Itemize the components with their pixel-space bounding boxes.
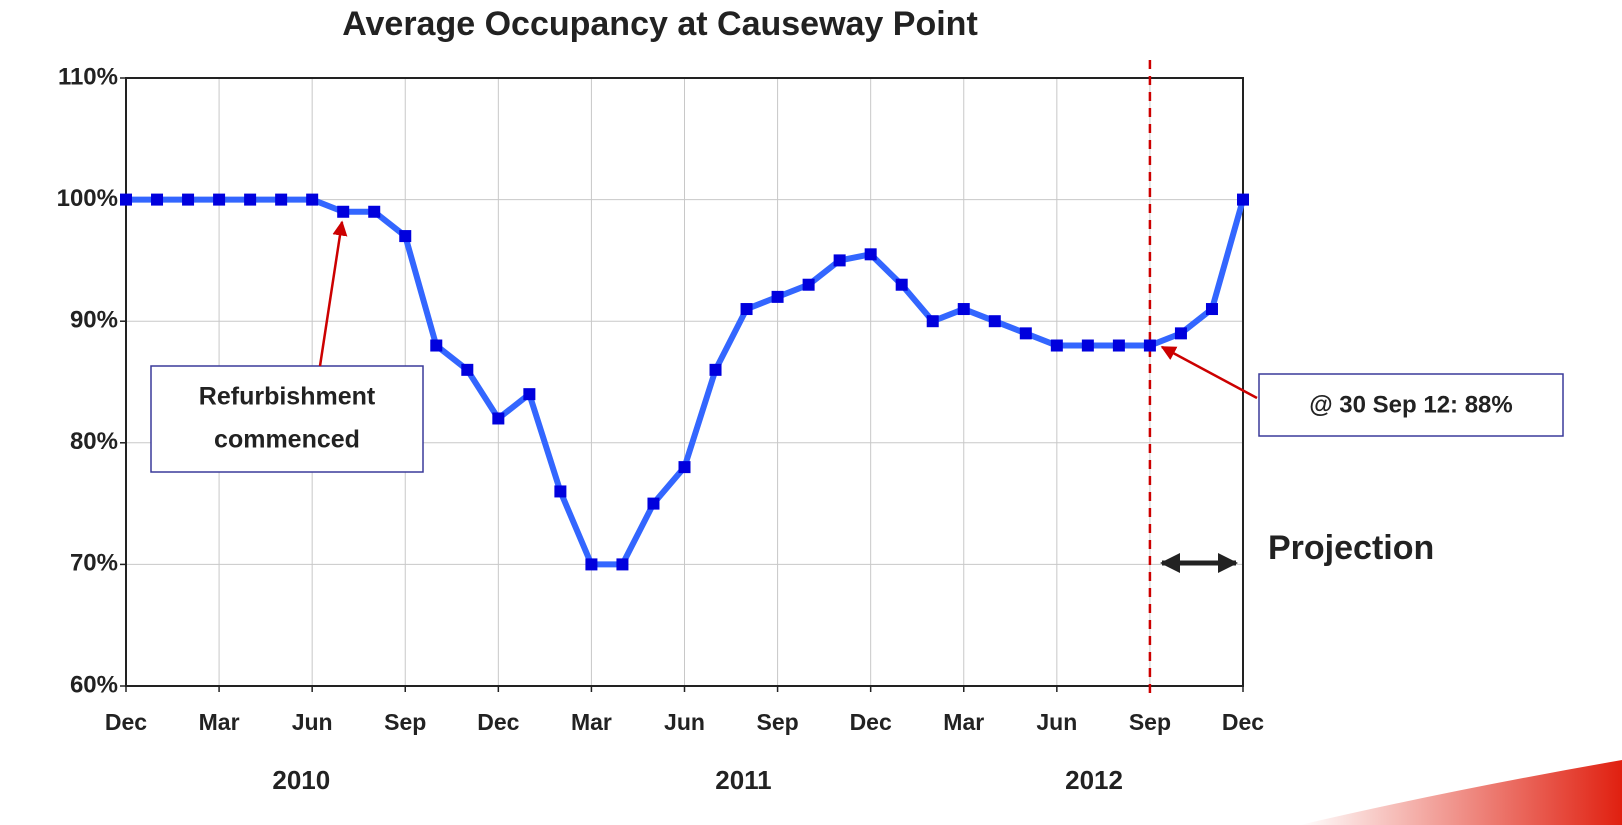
data-point [1050, 339, 1063, 352]
data-point [554, 485, 567, 498]
x-tick-label: Sep [1129, 709, 1171, 735]
annotation-box [150, 365, 424, 473]
data-point [1019, 327, 1032, 340]
x-tick-label: Mar [571, 709, 612, 735]
x-tick-label: Mar [199, 709, 240, 735]
data-point [1174, 327, 1187, 340]
x-tick-label: Dec [477, 709, 519, 735]
data-point [461, 363, 474, 376]
data-point [337, 205, 350, 218]
x-tick-label: Dec [850, 709, 892, 735]
x-tick-label: Sep [756, 709, 798, 735]
year-label: 2010 [272, 765, 330, 795]
projection-label: Projection [1268, 529, 1434, 567]
data-point [771, 290, 784, 303]
x-tick-label: Mar [943, 709, 984, 735]
data-point [182, 193, 195, 206]
annotation-arrow [318, 220, 348, 367]
year-label: 2011 [715, 765, 771, 795]
decoration [1300, 760, 1622, 825]
year-label: 2012 [1065, 765, 1123, 795]
y-tick-label: 100% [57, 185, 118, 212]
plot-frame [125, 77, 1244, 687]
data-point [1081, 339, 1094, 352]
annotation-text: @ 30 Sep 12: 88% [1309, 391, 1513, 418]
data-point [709, 363, 722, 376]
data-point [957, 303, 970, 316]
y-tick-label: 110% [58, 63, 118, 90]
chart-title: Average Occupancy at Causeway Point [342, 5, 978, 43]
data-point [368, 205, 381, 218]
annotation-text: commenced [214, 426, 360, 454]
annotation-arrow [1160, 345, 1258, 400]
data-point [895, 278, 908, 291]
data-point [306, 193, 319, 206]
y-tick-label: 80% [70, 428, 118, 455]
data-point [926, 315, 939, 328]
data-point [988, 315, 1001, 328]
data-point [1143, 339, 1156, 352]
annotation-box [1258, 373, 1564, 437]
data-point [678, 461, 691, 474]
y-tick-label: 70% [70, 550, 118, 577]
data-point [120, 193, 132, 206]
data-point [523, 388, 536, 401]
data-point [1205, 303, 1218, 316]
x-tick-label: Dec [1222, 709, 1264, 735]
data-point [213, 193, 226, 206]
x-tick-label: Dec [105, 709, 147, 735]
data-point [585, 558, 598, 571]
data-point [244, 193, 257, 206]
data-point [802, 278, 815, 291]
data-point [1112, 339, 1125, 352]
data-point [833, 254, 846, 267]
data-point [864, 248, 877, 261]
data-point [740, 303, 753, 316]
data-point [647, 497, 660, 510]
data-point [492, 412, 505, 425]
x-tick-label: Sep [384, 709, 426, 735]
data-point [399, 230, 412, 243]
x-tick-label: Jun [292, 709, 333, 735]
x-tick-label: Jun [1036, 709, 1077, 735]
data-point [1237, 193, 1249, 206]
y-tick-label: 90% [70, 307, 118, 334]
data-point [616, 558, 629, 571]
annotation-text: Refurbishment [199, 383, 376, 411]
data-point [151, 193, 164, 206]
data-point [275, 193, 288, 206]
y-tick-label: 60% [70, 671, 118, 698]
data-point [430, 339, 443, 352]
x-tick-label: Jun [664, 709, 705, 735]
